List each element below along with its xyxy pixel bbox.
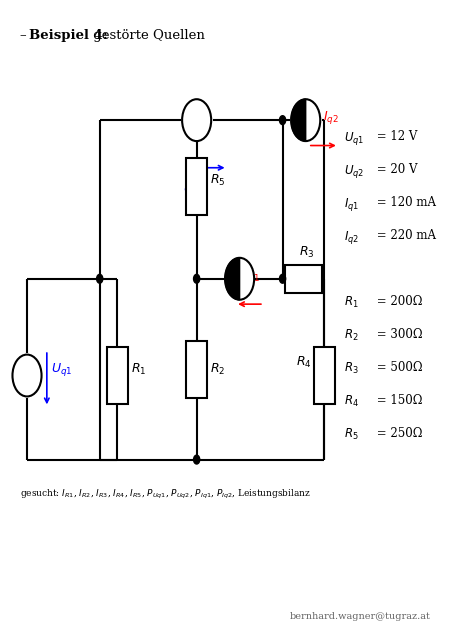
Text: $R_2$: $R_2$ (344, 328, 359, 342)
Text: $R_3$: $R_3$ (299, 244, 315, 260)
Bar (186, 340, 207, 397)
Bar (314, 347, 335, 404)
Circle shape (13, 355, 42, 396)
Polygon shape (291, 99, 306, 141)
Text: = 220 mA: = 220 mA (373, 228, 436, 242)
Text: = 300Ω: = 300Ω (373, 328, 423, 340)
Text: $U_{q2}$: $U_{q2}$ (344, 163, 365, 180)
Circle shape (280, 275, 286, 284)
Text: bernhard.wagner@tugraz.at: bernhard.wagner@tugraz.at (289, 612, 430, 621)
Text: $I_{q1}$: $I_{q1}$ (344, 196, 359, 212)
Text: $\vec{U}_{q2}$: $\vec{U}_{q2}$ (183, 177, 205, 198)
Polygon shape (225, 258, 240, 300)
Text: gestörte Quellen: gestörte Quellen (89, 29, 205, 42)
Text: = 200Ω: = 200Ω (373, 294, 422, 308)
Text: $R_3$: $R_3$ (344, 360, 359, 376)
Text: $I_{q2}$: $I_{q2}$ (323, 109, 339, 127)
Circle shape (291, 99, 320, 141)
Text: = 120 mA: = 120 mA (373, 196, 436, 209)
Text: = 250Ω: = 250Ω (373, 427, 422, 440)
Circle shape (193, 455, 200, 464)
Text: = 20 V: = 20 V (373, 163, 417, 175)
Text: $I_{q1}$: $I_{q1}$ (244, 268, 260, 285)
Bar (186, 158, 207, 215)
Bar (285, 265, 322, 292)
Text: = 150Ω: = 150Ω (373, 394, 422, 406)
Circle shape (193, 275, 200, 284)
Text: = 500Ω: = 500Ω (373, 360, 423, 374)
Text: = 12 V: = 12 V (373, 130, 417, 143)
Circle shape (96, 275, 103, 284)
Text: Beispiel 4:: Beispiel 4: (29, 29, 108, 42)
Text: $R_4$: $R_4$ (344, 394, 359, 409)
Bar (107, 347, 128, 404)
Text: $R_4$: $R_4$ (296, 355, 312, 371)
Text: $R_5$: $R_5$ (344, 427, 359, 442)
Text: $R_5$: $R_5$ (210, 173, 226, 188)
Text: $R_1$: $R_1$ (344, 294, 359, 310)
Text: $R_1$: $R_1$ (130, 362, 146, 377)
Circle shape (225, 258, 254, 300)
Circle shape (182, 99, 211, 141)
Text: –: – (20, 29, 31, 42)
Circle shape (280, 116, 286, 125)
Text: $R_2$: $R_2$ (210, 362, 225, 377)
Text: $I_{q2}$: $I_{q2}$ (344, 228, 359, 246)
Text: $U_{q1}$: $U_{q1}$ (51, 361, 72, 378)
Text: $U_{q1}$: $U_{q1}$ (344, 130, 365, 147)
Text: gesucht: $I_{R1}$, $I_{R2}$, $I_{R3}$, $I_{R4}$, $I_{R5}$, $P_{Uq1}$, $P_{Uq2}$,: gesucht: $I_{R1}$, $I_{R2}$, $I_{R3}$, $… (20, 488, 311, 501)
